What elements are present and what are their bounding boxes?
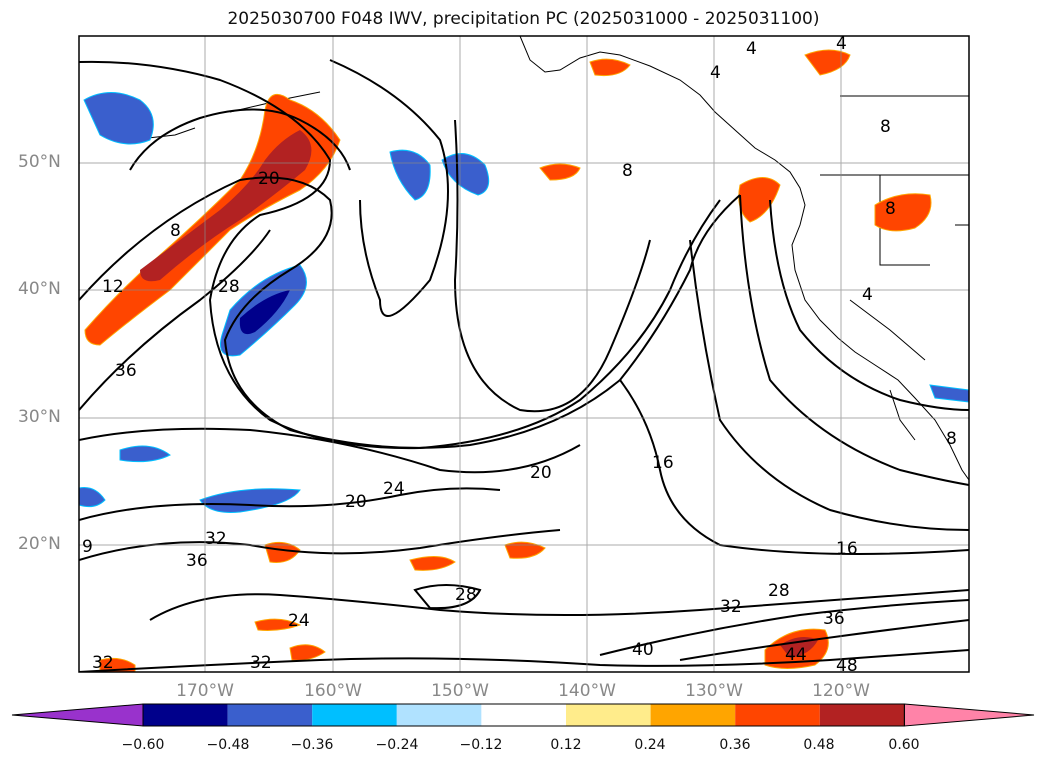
contour-label: 24 [288,611,310,631]
contour-label: 9 [82,537,93,557]
contour-label: 32 [720,597,742,617]
contour-label: 44 [785,645,807,665]
contour-label: 32 [92,653,114,673]
contour-label: 4 [746,39,757,59]
colorbar-segment [650,704,736,726]
iwv-contours [79,59,969,672]
contour-label: 12 [102,277,124,297]
lon-label-170w: 170°W [176,681,234,701]
contour-label: 48 [836,656,858,676]
lon-label-120w: 120°W [812,681,870,701]
contour-label: 28 [455,585,477,605]
contour-label: 8 [880,117,891,137]
colorbar-tick-label: 0.12 [550,737,582,753]
contour-label: 4 [862,285,873,305]
figure-title: 2025030700 F048 IWV, precipitation PC (2… [227,9,820,29]
lon-label-150w: 150°W [431,681,489,701]
contour-label: 20 [530,463,552,483]
colorbar-segment [819,704,905,726]
colorbar-segment [312,704,397,726]
contour-label: 36 [115,361,137,381]
lat-label-40n: 40°N [18,279,61,299]
colorbar-tick-label: 0.24 [634,737,666,753]
contour-label: 28 [218,277,240,297]
lat-label-20n: 20°N [18,534,61,554]
contour-label: 36 [186,551,208,571]
colorbar-tick-label: −0.12 [459,737,503,753]
colorbar-tick-label: −0.24 [375,737,419,753]
map-frame [78,35,970,673]
colorbar-segment [396,704,482,726]
lat-label-30n: 30°N [18,407,61,427]
colorbar-extend-min [11,703,144,727]
contour-label: 32 [205,529,227,549]
lon-label-140w: 140°W [558,681,616,701]
colorbar-tick-label: −0.48 [206,737,250,753]
contour-label: 16 [652,453,674,473]
graticule [79,36,969,672]
contour-label: 8 [946,429,957,449]
colorbar-frame [142,703,905,727]
contour-label: 8 [170,221,181,241]
contour-label: 16 [836,539,858,559]
colorbar-tick-label: 0.60 [888,737,920,753]
contour-label: 40 [632,640,654,660]
contour-label: 8 [622,161,633,181]
contour-label: 4 [710,63,721,83]
colorbar-segment [566,704,651,726]
colorbar-segment [227,704,313,726]
contour-label: 20 [345,492,367,512]
colorbar-tick-label: −0.60 [121,737,165,753]
contour-label: 36 [823,609,845,629]
colorbar-extend-max [903,703,1035,727]
precipitation-shading [79,49,969,672]
colorbar-segment [735,704,820,726]
colorbar-tick-label: 0.48 [803,737,835,753]
contour-label: 20 [258,169,280,189]
colorbar-segment [481,704,566,726]
lat-label-50n: 50°N [18,152,61,172]
contour-label: 24 [383,479,405,499]
contour-label: 32 [250,653,272,673]
contour-label: 4 [836,34,847,54]
colorbar-tick-label: 0.36 [719,737,751,753]
contour-label: 8 [885,199,896,219]
colorbar-segment [143,704,228,726]
contour-label-group: 4 4 4 8 8 8 8 8 4 12 20 28 36 20 24 20 1… [82,34,957,676]
colorbar-tick-label: −0.36 [290,737,334,753]
lon-label-130w: 130°W [685,681,743,701]
contour-label: 28 [768,581,790,601]
lon-label-160w: 160°W [304,681,362,701]
